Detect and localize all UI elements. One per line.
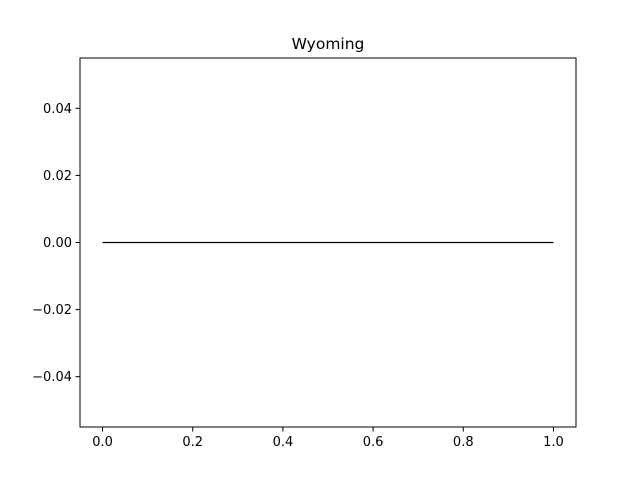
x-tick-label: 0.8 — [453, 435, 474, 450]
y-tick-label: 0.04 — [43, 102, 72, 117]
x-tick-label: 0.2 — [182, 435, 203, 450]
chart-title: Wyoming — [292, 35, 365, 53]
y-tick-label: 0.00 — [43, 236, 72, 251]
plot-area: 0.0 0.2 0.4 0.6 0.8 1.0 0.04 0.02 0.00 −0.02 −0.04 — [32, 57, 577, 450]
x-tick-label: 0.6 — [363, 435, 384, 450]
y-tick-label: −0.04 — [32, 370, 72, 385]
y-tick-label: 0.02 — [43, 169, 72, 184]
x-tick-label: 0.0 — [92, 435, 113, 450]
y-tick-label: −0.02 — [32, 303, 72, 318]
x-tick-label: 0.4 — [273, 435, 294, 450]
x-tick-label: 1.0 — [543, 435, 564, 450]
